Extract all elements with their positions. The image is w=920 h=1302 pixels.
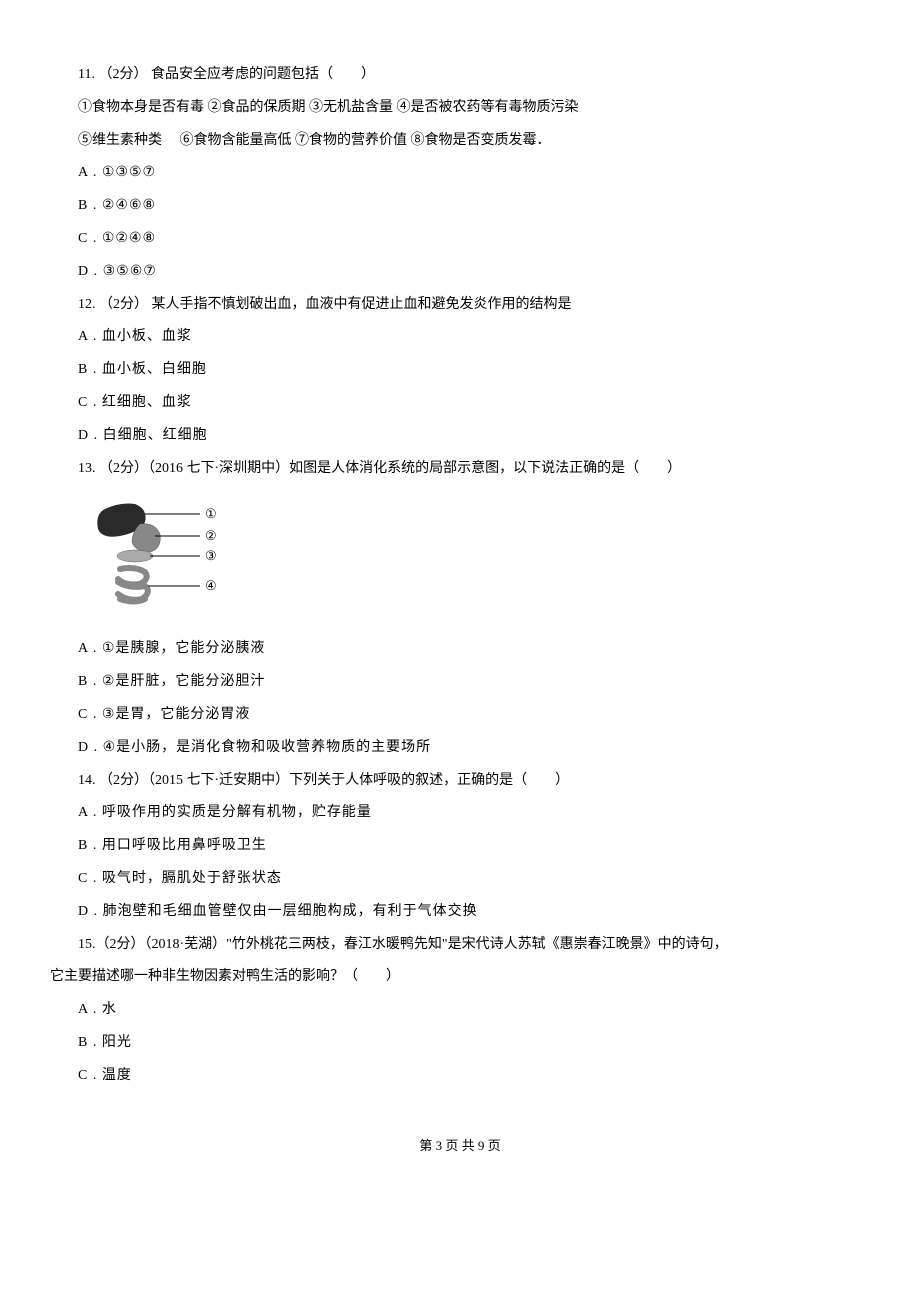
q13-optC: C . ③是胃，它能分泌胃液 [50,700,870,731]
q13-optD: D . ④是小肠，是消化食物和吸收营养物质的主要场所 [50,733,870,764]
label-4: ④ [205,578,217,593]
pancreas-shape [117,550,153,562]
q14-optD: D . 肺泡壁和毛细血管壁仅由一层细胞构成，有利于气体交换 [50,897,870,928]
q11-line3: ⑤维生素种类 ⑥食物含能量高低 ⑦食物的营养价值 ⑧食物是否变质发霉． [50,126,870,157]
q11-optB: B . ②④⑥⑧ [50,191,870,222]
q13-header: 13. （2分）（2016 七下·深圳期中）如图是人体消化系统的局部示意图，以下… [50,454,870,485]
q11-optD: D . ③⑤⑥⑦ [50,257,870,288]
q14-optC: C . 吸气时，膈肌处于舒张状态 [50,864,870,895]
q12-optB: B . 血小板、白细胞 [50,355,870,386]
q13-diagram: ① ② ③ ④ [90,494,240,624]
q13-optA: A . ①是胰腺，它能分泌胰液 [50,634,870,665]
q12-optC: C . 红细胞、血浆 [50,388,870,419]
q15-optC: C . 温度 [50,1061,870,1092]
q15-line2: 它主要描述哪一种非生物因素对鸭生活的影响？（ ） [50,962,870,993]
q11-optA: A . ①③⑤⑦ [50,158,870,189]
q14-header: 14. （2分）（2015 七下·迁安期中）下列关于人体呼吸的叙述，正确的是（ … [50,766,870,797]
q14-optA: A . 呼吸作用的实质是分解有机物，贮存能量 [50,798,870,829]
q11-header: 11. （2分） 食品安全应考虑的问题包括（ ） [50,60,870,91]
q15-optA: A . 水 [50,995,870,1026]
q14-optB: B . 用口呼吸比用鼻呼吸卫生 [50,831,870,862]
q11-line2: ①食物本身是否有毒 ②食品的保质期 ③无机盐含量 ④是否被农药等有毒物质污染 [50,93,870,124]
q12-header: 12. （2分） 某人手指不慎划破出血，血液中有促进止血和避免发炎作用的结构是 [50,290,870,321]
q11-optC: C . ①②④⑧ [50,224,870,255]
label-2: ② [205,528,217,543]
q15-optB: B . 阳光 [50,1028,870,1059]
page-footer: 第 3 页 共 9 页 [50,1132,870,1161]
digestive-system-diagram: ① ② ③ ④ [90,494,240,624]
label-3: ③ [205,548,217,563]
label-1: ① [205,506,217,521]
q13-optB: B . ②是肝脏，它能分泌胆汁 [50,667,870,698]
q12-optD: D . 白细胞、红细胞 [50,421,870,452]
q12-optA: A . 血小板、血浆 [50,322,870,353]
intestine-shape [118,568,148,602]
q15-header: 15.（2分）（2018·芜湖）"竹外桃花三两枝，春江水暖鸭先知"是宋代诗人苏轼… [50,930,870,961]
